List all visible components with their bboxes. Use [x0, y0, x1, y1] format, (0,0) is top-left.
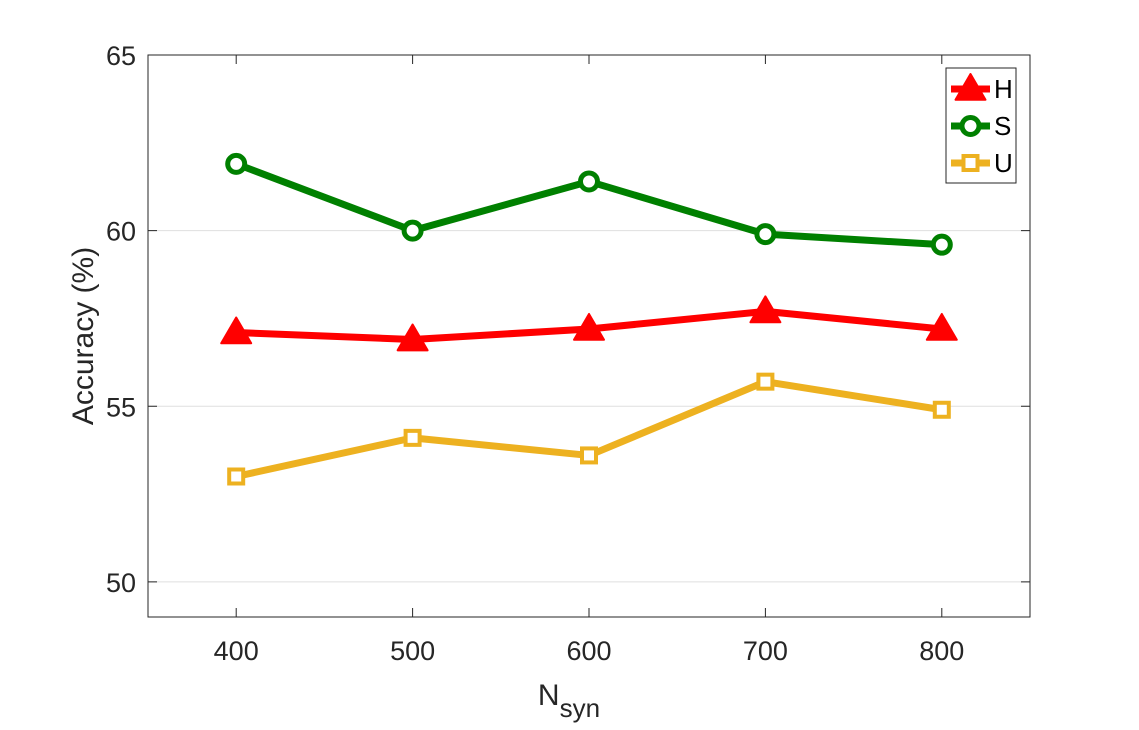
y-tick-label: 55 [106, 392, 136, 422]
series-u [227, 372, 951, 486]
legend-label-s: S [994, 111, 1011, 141]
data-point-h [220, 316, 253, 345]
y-axis-label: Accuracy (%) [67, 247, 100, 425]
data-point-h [396, 323, 429, 352]
legend: HSU [945, 67, 1017, 184]
x-tick-label: 800 [919, 636, 964, 666]
legend-item-s: S [951, 111, 1011, 141]
legend-item-h: H [951, 73, 1013, 104]
data-point-u [403, 428, 422, 447]
legend-marker-h [954, 73, 987, 101]
x-axis-label-subscript: syn [560, 693, 600, 723]
data-point-s [401, 219, 424, 242]
series-layer [220, 152, 958, 486]
axis-ticks: 50 55 60 65 400 500 600 700 800 [106, 41, 1030, 666]
data-point-s [225, 152, 248, 175]
legend-item-u: U [951, 148, 1013, 178]
y-tick-label: 65 [106, 41, 136, 71]
data-point-s [754, 223, 777, 246]
y-tick-label: 50 [106, 568, 136, 598]
data-point-u [756, 372, 775, 391]
data-point-h [749, 295, 782, 324]
data-point-s [930, 233, 953, 256]
legend-marker-s [959, 115, 982, 137]
x-tick-label: 600 [566, 636, 611, 666]
x-axis-label-main: N [538, 679, 560, 712]
series-s [225, 152, 953, 256]
legend-label-u: U [994, 148, 1013, 178]
data-point-u [580, 446, 598, 465]
legend-marker-u [961, 154, 980, 172]
data-point-h [573, 312, 605, 341]
data-point-u [932, 400, 951, 419]
x-tick-label: 500 [390, 636, 435, 666]
x-tick-label: 400 [214, 636, 259, 666]
x-tick-label: 700 [743, 636, 788, 666]
data-point-h [925, 312, 958, 341]
series-h [220, 295, 958, 352]
y-tick-label: 60 [106, 217, 136, 247]
x-axis-label: Nsyn [538, 679, 600, 723]
legend-label-h: H [994, 74, 1013, 104]
data-point-u [227, 467, 246, 486]
data-point-s [578, 170, 600, 193]
